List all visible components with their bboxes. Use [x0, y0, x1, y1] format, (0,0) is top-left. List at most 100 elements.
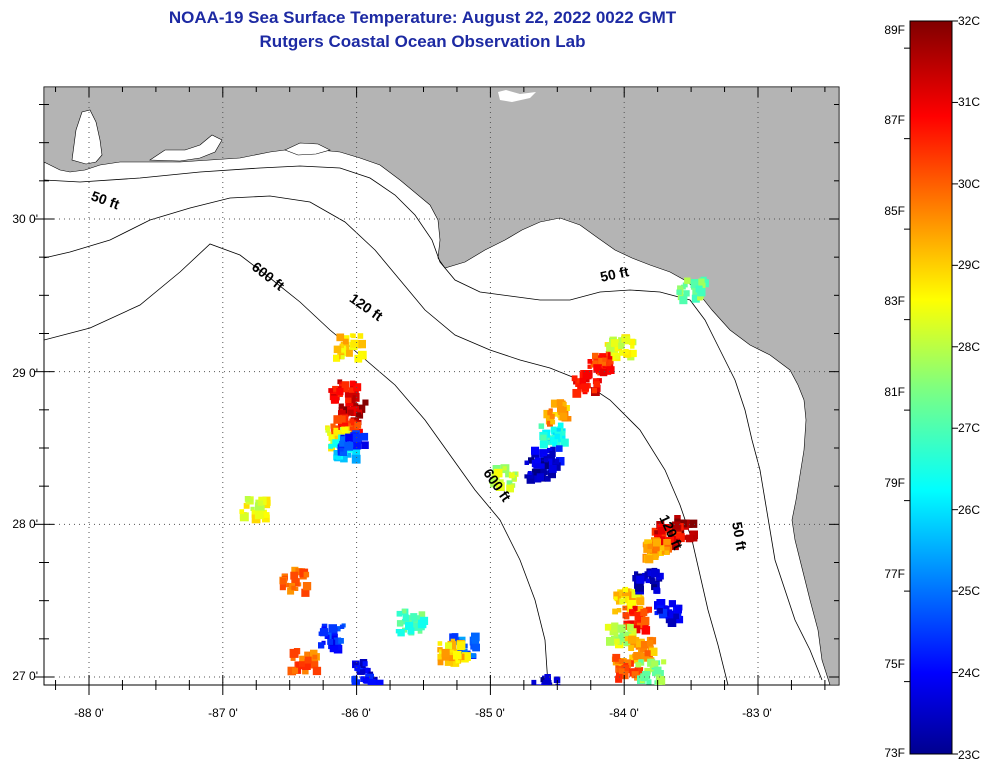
sst-pixel	[606, 343, 615, 352]
sst-pixel	[689, 519, 698, 528]
sst-pixel	[571, 375, 578, 382]
sst-pixel	[628, 645, 635, 651]
sst-pixel	[547, 447, 553, 454]
sst-pixel	[312, 654, 318, 660]
sst-pixel	[539, 463, 545, 469]
sst-pixel	[540, 468, 547, 475]
sst-pixel	[544, 458, 549, 463]
sst-patch	[624, 635, 658, 664]
sst-pixel	[351, 333, 356, 339]
sst-pixel	[321, 623, 328, 630]
sst-pixel	[346, 349, 353, 357]
sst-pixel	[340, 454, 348, 463]
sst-pixel	[449, 633, 458, 642]
sst-pixel	[653, 545, 660, 552]
sst-pixel	[331, 395, 339, 404]
sst-pixel	[295, 568, 303, 576]
sst-pixel	[606, 623, 612, 629]
lake-okeechobee-fragment	[498, 90, 536, 102]
sst-pixel	[634, 667, 644, 676]
sst-pixel	[527, 472, 534, 479]
sst-pixel	[397, 629, 405, 637]
sst-pixel	[328, 388, 334, 393]
sst-pixel	[647, 658, 656, 667]
sst-pixel	[672, 521, 681, 530]
sst-patch	[538, 422, 569, 449]
sst-pixel	[553, 692, 559, 698]
sst-pixel	[353, 406, 359, 412]
sst-pixel	[489, 479, 494, 484]
sst-pixel	[401, 608, 407, 614]
sst-pixel	[657, 608, 663, 614]
sst-pixel	[622, 586, 629, 593]
sst-pixel	[642, 671, 651, 680]
contour-50ft	[44, 165, 823, 681]
sst-pixel	[339, 343, 344, 349]
sst-pixel	[576, 378, 582, 383]
sst-pixel	[328, 434, 336, 442]
sst-pixel	[644, 571, 651, 577]
sst-pixel	[453, 650, 462, 660]
sst-pixel	[613, 591, 621, 600]
sst-pixel	[534, 457, 541, 464]
sst-pixel	[633, 652, 642, 661]
sst-pixel	[608, 359, 614, 365]
sst-pixel	[287, 587, 295, 595]
sst-patch	[337, 430, 369, 456]
sst-pixel	[352, 433, 362, 443]
sst-pixel	[538, 684, 548, 685]
sst-pixel	[590, 360, 598, 368]
lat-label-28: 28 0'	[12, 517, 38, 531]
sst-pixel	[653, 538, 661, 547]
sst-pixel	[254, 502, 264, 511]
sst-pixel	[598, 357, 606, 366]
sst-pixel	[575, 380, 582, 387]
sst-pixel	[658, 550, 664, 556]
sst-pixel	[342, 335, 350, 342]
sst-pixel	[592, 352, 599, 360]
sst-pixel	[417, 619, 427, 629]
sst-pixel	[683, 290, 690, 297]
sst-pixel	[556, 442, 561, 447]
sst-pixel	[612, 608, 618, 615]
sst-pixel	[624, 636, 630, 642]
sst-pixel	[471, 653, 476, 658]
sst-pixel	[257, 500, 264, 506]
sst-pixel	[644, 650, 651, 657]
sst-pixel	[329, 643, 339, 653]
sst-pixel	[506, 480, 513, 487]
lat-label-27: 27 0'	[12, 669, 38, 683]
sst-pixel	[512, 471, 518, 477]
sst-pixel	[559, 400, 565, 406]
sst-pixel	[616, 672, 623, 679]
sst-pixel	[561, 428, 566, 433]
sst-pixel	[579, 377, 586, 385]
sst-pixel	[671, 542, 679, 551]
sst-pixel	[550, 419, 556, 425]
sst-pixel	[318, 642, 325, 649]
sst-pixel	[640, 652, 650, 662]
sst-pixel	[244, 496, 251, 502]
sst-pixel	[361, 441, 369, 449]
sst-pixel	[362, 661, 368, 667]
sst-patch	[437, 638, 471, 667]
sst-pixel	[463, 643, 468, 648]
sst-pixel	[641, 626, 651, 635]
sst-pixel	[632, 605, 638, 611]
sst-pixel	[615, 634, 623, 641]
sst-pixel	[291, 566, 299, 574]
sst-pixel	[549, 451, 556, 457]
sst-patch	[531, 674, 561, 698]
sst-pixel	[350, 339, 359, 348]
sst-pixel	[249, 498, 254, 503]
sst-pixel	[691, 294, 700, 303]
sst-pixel	[657, 527, 666, 535]
sst-pixel	[472, 643, 480, 652]
sst-pixel	[629, 349, 637, 358]
cb-label-c: 30C	[958, 177, 981, 191]
sst-pixel	[544, 475, 551, 482]
sst-pixel	[339, 440, 346, 447]
sst-pixel	[560, 430, 566, 436]
sst-pixel	[291, 578, 300, 587]
sst-pixel	[622, 605, 628, 611]
